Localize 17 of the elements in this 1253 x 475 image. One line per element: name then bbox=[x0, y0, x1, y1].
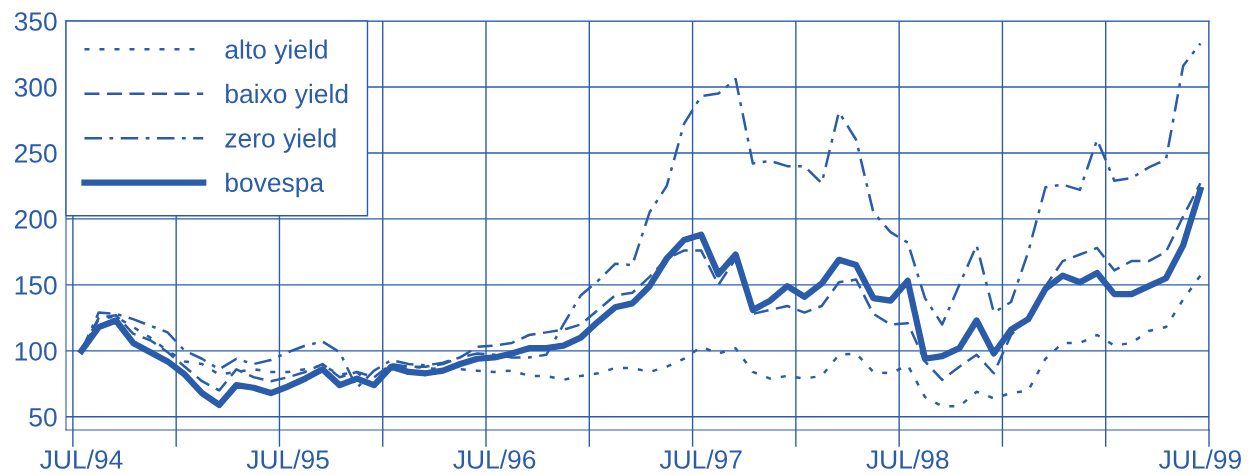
x-tick-label: JUL/97 bbox=[659, 449, 742, 469]
y-tick-label: 200 bbox=[14, 210, 57, 229]
y-tick-label: 100 bbox=[15, 341, 57, 361]
x-tick-label: JUL/98 bbox=[866, 449, 949, 469]
y-tick-label: 250 bbox=[14, 144, 57, 163]
y-tick-label: 300 bbox=[14, 78, 57, 97]
y-tick-label: 50 bbox=[29, 407, 57, 427]
legend-label: bovespa bbox=[226, 172, 325, 198]
x-tick-label: JUL/96 bbox=[453, 449, 536, 469]
legend-label: zero yield bbox=[225, 128, 336, 153]
legend-label: alto yield bbox=[225, 39, 327, 65]
x-tick-label: JUL/95 bbox=[246, 449, 329, 469]
y-tick-label: 350 bbox=[14, 12, 57, 31]
legend-label: baixo yield bbox=[226, 83, 348, 109]
x-tick-label: JUL/99 bbox=[1159, 449, 1241, 469]
y-tick-label: 150 bbox=[15, 276, 57, 295]
x-tick-label: JUL/94 bbox=[40, 449, 123, 469]
